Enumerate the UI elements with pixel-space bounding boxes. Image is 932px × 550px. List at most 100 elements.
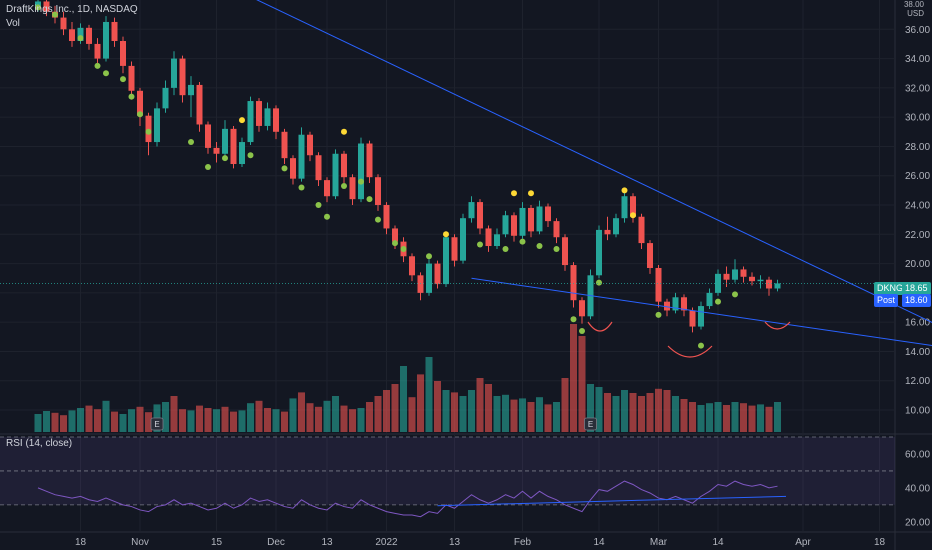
- candle-body: [69, 29, 75, 42]
- volume-bar: [544, 404, 552, 432]
- volume-bar: [510, 399, 518, 432]
- candle-body: [443, 237, 449, 285]
- candle-body: [477, 202, 483, 229]
- price-tick-label: 36.00: [905, 25, 930, 36]
- candle-body: [332, 153, 339, 197]
- signal-dot-green: [570, 316, 577, 323]
- candle-body: [460, 218, 466, 261]
- volume-bar: [536, 397, 543, 432]
- signal-dot-green: [247, 152, 254, 159]
- last-price-value-tag: 18.65: [902, 282, 931, 295]
- price-tick-label: 32.00: [905, 83, 930, 94]
- candle-body: [222, 128, 228, 154]
- price-tick-label: 22.00: [905, 230, 930, 241]
- time-tick-label: 13: [321, 537, 333, 548]
- volume-bar: [94, 409, 101, 432]
- volume-bar: [298, 392, 305, 432]
- volume-bar: [706, 403, 713, 432]
- post-price-value: 18.60: [905, 295, 928, 305]
- candle-body: [383, 205, 390, 229]
- candle-body: [664, 301, 670, 311]
- volume-bar: [638, 396, 645, 432]
- candle-body: [128, 65, 135, 91]
- volume-legend[interactable]: Vol: [6, 18, 20, 29]
- volume-bar: [221, 406, 229, 432]
- candle-body: [188, 84, 194, 96]
- signal-dot-green: [426, 253, 432, 260]
- volume-bar: [527, 402, 535, 432]
- signal-dot-green: [341, 182, 347, 189]
- volume-bar: [187, 410, 195, 432]
- candle-body: [154, 108, 160, 143]
- time-tick-label: 15: [211, 537, 223, 548]
- pattern-arc: [764, 321, 791, 330]
- symbol-legend[interactable]: DraftKings Inc., 1D, NASDAQ: [6, 4, 138, 15]
- signal-dot-green: [137, 111, 143, 118]
- volume-bar: [60, 415, 67, 432]
- volume-bar: [77, 408, 84, 432]
- rsi-tick-label: 60.00: [905, 449, 930, 460]
- volume-bar: [162, 402, 169, 432]
- volume-bar: [332, 396, 339, 432]
- volume-bar: [714, 402, 722, 432]
- earnings-E-icon: E: [154, 420, 159, 429]
- pattern-arc: [587, 321, 613, 332]
- signal-dot-yellow: [239, 117, 245, 124]
- signal-dot-green: [579, 327, 585, 334]
- price-trendline: [256, 0, 932, 323]
- volume-bar: [43, 411, 50, 432]
- candle-body: [349, 177, 356, 200]
- volume-bar: [289, 398, 297, 432]
- volume-bar: [578, 336, 586, 432]
- volume-bar: [213, 409, 220, 432]
- volume-bar: [485, 384, 492, 432]
- volume-bar: [128, 409, 135, 432]
- last-price-value: 18.65: [905, 283, 928, 293]
- signal-dot-green: [94, 62, 101, 69]
- signal-dot-green: [120, 76, 126, 83]
- signal-dot-green: [519, 238, 526, 245]
- candle-body: [774, 283, 781, 289]
- candle-body: [528, 207, 534, 232]
- post-label: Post: [877, 295, 896, 305]
- signal-dot-yellow: [341, 128, 347, 135]
- volume-bar: [697, 405, 705, 432]
- candle-body: [162, 87, 169, 109]
- candle-body: [681, 297, 687, 311]
- candle-body: [596, 229, 602, 276]
- signal-dot-green: [103, 70, 109, 77]
- rsi-label: RSI (14, close): [6, 438, 73, 449]
- candle-body: [196, 84, 203, 125]
- volume-bar: [493, 396, 501, 432]
- volume-bar: [417, 374, 424, 432]
- signal-dot-yellow: [511, 190, 517, 197]
- signal-dot-green: [698, 342, 704, 349]
- volume-bar: [459, 396, 467, 432]
- volume-bar: [230, 411, 237, 432]
- candle-body: [205, 124, 211, 148]
- volume-bar: [85, 405, 93, 432]
- candle-body: [230, 128, 237, 165]
- candle-body: [273, 108, 279, 132]
- volume-bar: [68, 410, 76, 432]
- candle-body: [723, 273, 730, 280]
- candle-body: [290, 158, 296, 179]
- signal-dot-green: [400, 245, 407, 252]
- price-tick-label: 16.00: [905, 318, 930, 329]
- candle-body: [502, 215, 509, 235]
- candle-body: [647, 243, 653, 268]
- signal-dot-green: [324, 213, 330, 220]
- top-price-box: 38.00 USD: [904, 0, 924, 18]
- time-tick-label: Apr: [795, 537, 811, 548]
- candle-body: [77, 27, 84, 42]
- volume-bar: [731, 402, 739, 432]
- volume-bar: [272, 409, 280, 432]
- rsi-legend[interactable]: RSI (14, close): [6, 438, 72, 449]
- volume-bar: [238, 410, 246, 432]
- rsi-trendline: [437, 495, 787, 507]
- signal-dot-green: [366, 196, 373, 203]
- candle-body: [468, 202, 475, 219]
- volume-bar: [400, 366, 407, 432]
